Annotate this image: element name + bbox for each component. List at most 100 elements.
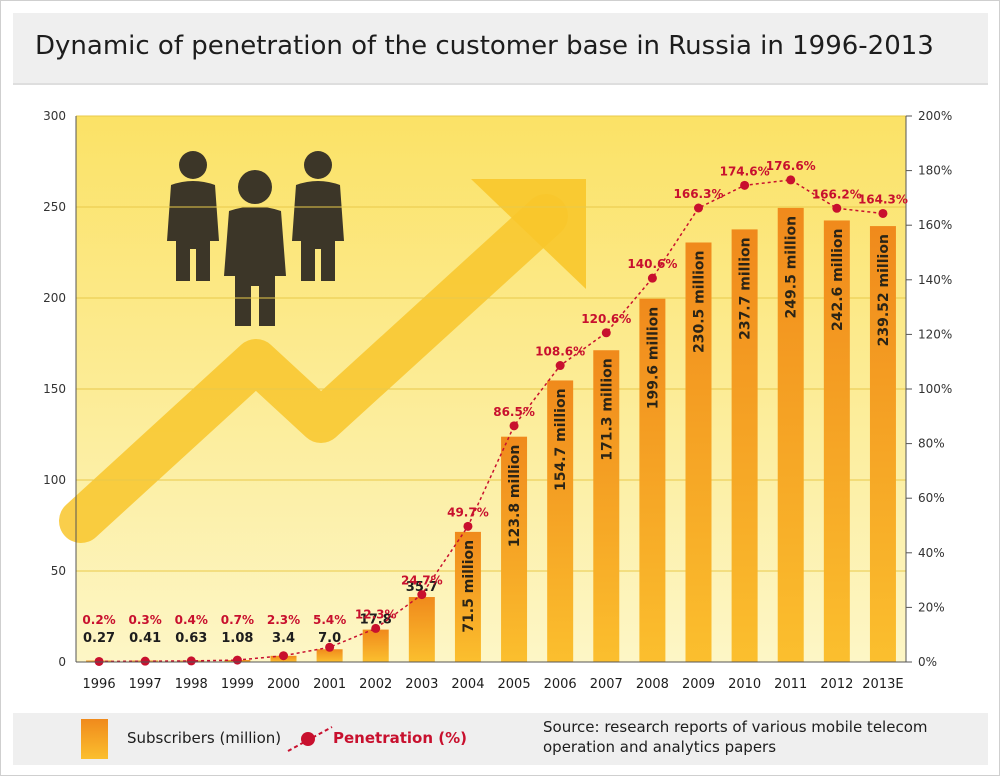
x-tick-label: 2012 — [820, 677, 853, 692]
y-tick-label-right: 40% — [918, 546, 945, 560]
x-tick-label: 1998 — [175, 677, 208, 692]
penetration-point — [509, 421, 519, 431]
penetration-point — [186, 656, 196, 666]
bar — [823, 220, 850, 662]
bar-value-label: 7.0 — [318, 631, 341, 646]
bar — [593, 350, 620, 662]
penetration-label: 166.2% — [812, 187, 862, 201]
bar-value-label: 0.63 — [175, 631, 207, 646]
x-tick-label: 1996 — [83, 677, 116, 692]
bar-value-label: 242.6 million — [830, 228, 846, 331]
bar-value-label: 71.5 million — [461, 540, 477, 633]
x-tick-label: 2006 — [544, 677, 577, 692]
penetration-point — [878, 208, 888, 218]
y-tick-label-left: 100 — [43, 473, 66, 487]
x-tick-label: 2004 — [451, 677, 484, 692]
bar-value-label: 239.52 million — [876, 234, 892, 346]
legend-bar-label: Subscribers (million) — [127, 729, 282, 747]
source-note: Source: research reports of various mobi… — [543, 718, 928, 756]
penetration-label: 5.4% — [313, 613, 346, 627]
x-tick-label: 2005 — [498, 677, 531, 692]
bar-value-label: 0.41 — [129, 631, 161, 646]
bar-value-label: 123.8 million — [507, 445, 523, 548]
bar-value-label: 199.6 million — [645, 307, 661, 410]
penetration-label: 12.3% — [355, 607, 397, 621]
chart-svg: 0 50 100 150 200 250 300 0% 20% 40% 60% 80% 100% 120… — [43, 109, 952, 692]
x-tick-label: 2009 — [682, 677, 715, 692]
penetration-point — [371, 623, 381, 633]
y-tick-label-left: 250 — [43, 200, 66, 214]
x-tick-label: 2007 — [590, 677, 623, 692]
bar — [362, 629, 389, 662]
penetration-point — [232, 655, 242, 665]
y-tick-label-right: 200% — [918, 109, 952, 123]
penetration-point — [601, 328, 611, 338]
x-tick-label: 2010 — [728, 677, 761, 692]
people-icon — [167, 151, 344, 326]
y-tick-label-left: 300 — [43, 109, 66, 123]
penetration-point — [140, 656, 150, 666]
bar-value-label: 237.7 million — [738, 237, 754, 340]
penetration-label: 0.7% — [221, 613, 254, 627]
penetration-label: 86.5% — [493, 405, 535, 419]
penetration-label: 0.4% — [175, 613, 208, 627]
y-tick-label-left: 50 — [51, 564, 66, 578]
x-tick-label: 2000 — [267, 677, 300, 692]
bar — [408, 597, 435, 662]
legend: Subscribers (million) Penetration (%) So… — [13, 713, 988, 765]
penetration-point — [647, 273, 657, 283]
penetration-label: 164.3% — [858, 192, 908, 206]
y-tick-label-right: 180% — [918, 164, 952, 178]
penetration-label: 49.7% — [447, 505, 489, 519]
y-tick-label-right: 60% — [918, 491, 945, 505]
penetration-point — [786, 175, 796, 185]
bar — [777, 207, 804, 662]
legend-line-label: Penetration (%) — [333, 729, 467, 747]
y-tick-label-right: 160% — [918, 218, 952, 232]
x-tick-label: 2013E — [862, 677, 903, 692]
bar — [639, 298, 666, 662]
bar — [547, 380, 574, 662]
y-tick-label-right: 120% — [918, 327, 952, 341]
penetration-point — [463, 521, 473, 531]
penetration-point — [555, 361, 565, 371]
x-tick-label: 2002 — [359, 677, 392, 692]
x-tick-label: 2011 — [774, 677, 807, 692]
bar-value-label: 154.7 million — [553, 388, 569, 491]
penetration-series-line — [99, 179, 884, 663]
bar-value-label: 1.08 — [221, 631, 253, 646]
bar-value-label: 3.4 — [272, 631, 295, 646]
penetration-label: 0.3% — [129, 613, 162, 627]
bar — [685, 242, 712, 663]
penetration-label: 108.6% — [535, 345, 585, 359]
y-tick-label-right: 80% — [918, 437, 945, 451]
title-bar: Dynamic of penetration of the customer b… — [13, 13, 988, 85]
penetration-label: 140.6% — [627, 257, 677, 271]
bar-value-label: 230.5 million — [692, 250, 708, 353]
bar-value-label: 35.7 — [406, 580, 438, 595]
bar — [869, 226, 896, 662]
penetration-label: 176.6% — [766, 159, 816, 173]
y-tick-label-left: 0 — [58, 655, 66, 669]
penetration-label: 24.7% — [401, 574, 443, 588]
bar — [731, 229, 758, 663]
penetration-label: 166.3% — [674, 187, 724, 201]
x-tick-label: 2001 — [313, 677, 346, 692]
y-axis-right: 0% 20% 40% 60% 80% 100% 120% 140% 160% 180% 200% — [905, 109, 952, 669]
penetration-label: 0.2% — [82, 613, 115, 627]
subscriber-bars: 0.27 0.41 0.63 1.08 3.4 7.0 17.8 35.7 71.5 milli… — [83, 207, 896, 663]
penetration-point — [417, 590, 427, 600]
legend-bar-swatch — [81, 719, 108, 759]
x-tick-label: 2008 — [636, 677, 669, 692]
penetration-point — [694, 203, 703, 213]
x-tick-label: 1999 — [221, 677, 254, 692]
penetration-label: 120.6% — [581, 312, 631, 326]
bar-value-label: 171.3 million — [599, 358, 615, 461]
y-tick-label-right: 100% — [918, 382, 952, 396]
penetration-point — [740, 180, 750, 190]
y-tick-label-left: 200 — [43, 291, 66, 305]
y-tick-label-right: 140% — [918, 273, 952, 287]
y-tick-label-right: 0% — [918, 655, 937, 669]
penetration-point — [832, 203, 842, 213]
